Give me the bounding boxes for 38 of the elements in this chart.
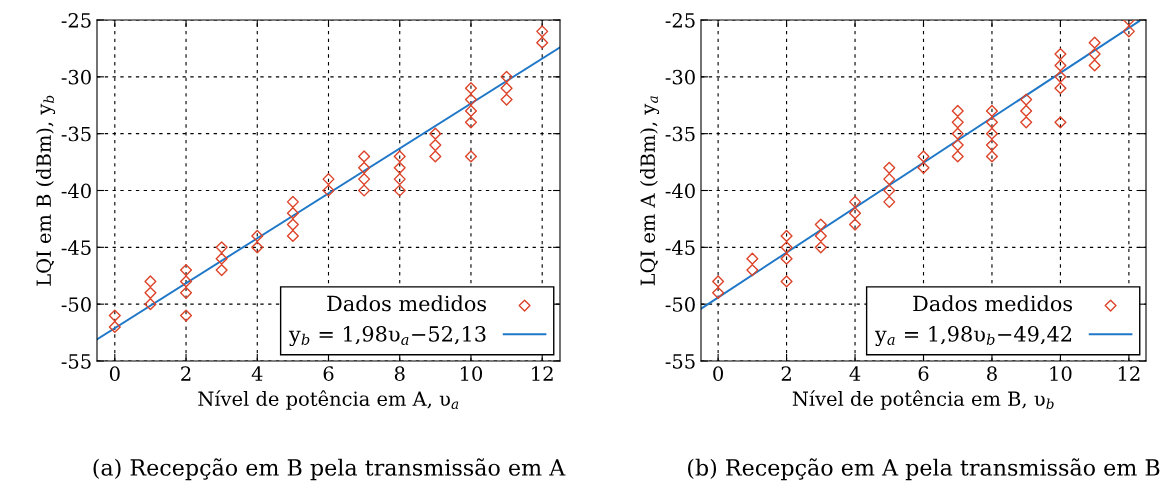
x-tick-label: 2 — [181, 366, 191, 381]
x-tick-label: 8 — [987, 366, 997, 381]
x-axis-title: Nível de potência em B, υ$_{b}$ — [792, 390, 1054, 410]
y-axis-title: LQI em A (dBm), y$_{a}$ — [640, 96, 660, 286]
y-tick-label: -30 — [665, 69, 695, 85]
y-tick-label: -55 — [61, 354, 91, 369]
x-tick-label: 4 — [251, 366, 263, 381]
y-tick-label: -45 — [665, 240, 695, 255]
x-tick-label: 0 — [109, 366, 120, 381]
y-tick-label: -50 — [61, 297, 91, 312]
y-tick-label: -25 — [665, 12, 695, 28]
x-tick-label: 2 — [781, 366, 791, 381]
y-tick-label: -40 — [665, 183, 695, 199]
x-axis-title: Nível de potência em A, υ$_{a}$ — [198, 390, 459, 410]
y-tick-label: -35 — [665, 126, 695, 142]
y-tick-label: -30 — [61, 69, 91, 85]
y-tick-label: -45 — [61, 240, 91, 255]
legend-label: Dados medidos — [913, 295, 1073, 312]
y-tick-label: -35 — [61, 126, 91, 142]
x-tick-label: 12 — [1118, 366, 1140, 381]
legend-label: y$_{a}$ = 1,98υ$_{b}$−49,42 — [874, 326, 1072, 347]
y-axis-title: LQI em B (dBm), y$_{b}$ — [36, 95, 56, 286]
y-tick-label: -25 — [61, 12, 91, 28]
x-tick-label: 8 — [394, 366, 405, 381]
y-tick-label: -40 — [61, 183, 91, 199]
text: (a) Recepção em B pela transmissão em A — [93, 458, 566, 481]
x-tick-label: 6 — [918, 366, 929, 381]
y-tick-label: -50 — [665, 297, 695, 312]
text: (b) Recepção em A pela transmissão em B — [688, 458, 1160, 481]
x-tick-label: 10 — [1050, 366, 1072, 381]
legend-label: y$_{b}$ = 1,98υ$_{a}$−52,13 — [288, 326, 486, 347]
x-tick-label: 4 — [849, 366, 861, 381]
legend-label: Dados medidos — [327, 295, 487, 312]
x-tick-label: 10 — [460, 366, 483, 381]
y-tick-label: -55 — [665, 354, 695, 369]
x-tick-label: 6 — [323, 366, 334, 381]
x-tick-label: 12 — [532, 366, 553, 381]
x-tick-label: 0 — [713, 366, 724, 381]
